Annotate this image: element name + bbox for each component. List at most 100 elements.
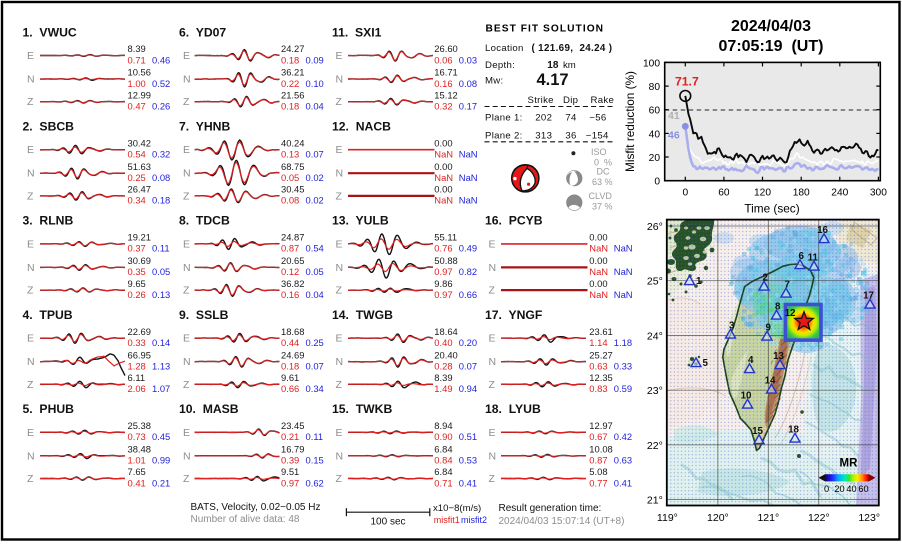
svg-text:0.66: 0.66 bbox=[281, 383, 299, 394]
svg-text:0.40: 0.40 bbox=[434, 337, 452, 348]
svg-text:0.59: 0.59 bbox=[614, 383, 632, 394]
svg-text:37 %: 37 % bbox=[592, 202, 613, 212]
svg-text:1.01: 1.01 bbox=[128, 455, 146, 466]
svg-text:E: E bbox=[336, 238, 343, 250]
svg-text:N: N bbox=[27, 356, 35, 368]
svg-text:7. YHNB: 7. YHNB bbox=[179, 120, 230, 134]
svg-text:0.06: 0.06 bbox=[434, 54, 452, 65]
svg-text:120: 120 bbox=[754, 188, 771, 199]
svg-text:0.35: 0.35 bbox=[128, 266, 146, 277]
svg-text:74: 74 bbox=[565, 113, 577, 124]
svg-text:19.21: 19.21 bbox=[128, 232, 151, 243]
svg-text:0.97: 0.97 bbox=[434, 289, 452, 300]
svg-text:0.49: 0.49 bbox=[459, 243, 477, 254]
svg-text:2. SBCB: 2. SBCB bbox=[23, 120, 75, 134]
svg-text:14: 14 bbox=[765, 376, 776, 387]
svg-text:E: E bbox=[27, 238, 34, 250]
svg-text:N: N bbox=[183, 74, 191, 86]
svg-text:DC: DC bbox=[597, 167, 610, 177]
svg-text:0.97: 0.97 bbox=[281, 477, 299, 488]
svg-text:63 %: 63 % bbox=[592, 177, 613, 187]
svg-text:Z: Z bbox=[27, 473, 34, 485]
svg-text:2024/04/03 15:07:14 (UT+8): 2024/04/03 15:07:14 (UT+8) bbox=[499, 516, 625, 527]
svg-text:NaN: NaN bbox=[589, 243, 608, 254]
svg-text:0.33: 0.33 bbox=[128, 337, 146, 348]
svg-text:Result generation time:: Result generation time: bbox=[499, 503, 602, 514]
svg-text:0.16: 0.16 bbox=[281, 289, 299, 300]
svg-text:N: N bbox=[27, 262, 35, 274]
svg-text:10.08: 10.08 bbox=[589, 444, 612, 455]
svg-text:7.65: 7.65 bbox=[128, 466, 146, 477]
svg-text:18.68: 18.68 bbox=[281, 326, 304, 337]
svg-text:60: 60 bbox=[718, 188, 730, 199]
svg-text:26°: 26° bbox=[647, 221, 663, 233]
svg-text:N: N bbox=[336, 262, 344, 274]
svg-text:E: E bbox=[27, 144, 34, 156]
svg-text:Number of alive data: 48: Number of alive data: 48 bbox=[191, 514, 300, 525]
svg-text:N: N bbox=[183, 356, 191, 368]
svg-text:Z: Z bbox=[183, 190, 190, 202]
svg-text:22.69: 22.69 bbox=[128, 326, 151, 337]
svg-text:9: 9 bbox=[766, 323, 772, 334]
svg-text:25.27: 25.27 bbox=[589, 349, 612, 360]
svg-text:7: 7 bbox=[785, 280, 791, 291]
svg-text:1.18: 1.18 bbox=[614, 337, 632, 348]
svg-text:6.84: 6.84 bbox=[434, 466, 452, 477]
svg-text:E: E bbox=[489, 427, 496, 439]
svg-text:0.18: 0.18 bbox=[281, 54, 299, 65]
svg-text:0.00: 0.00 bbox=[589, 255, 607, 266]
svg-text:0.20: 0.20 bbox=[459, 337, 477, 348]
svg-text:50.88: 50.88 bbox=[434, 255, 457, 266]
svg-text:8: 8 bbox=[775, 302, 781, 313]
svg-text:Plane 2:: Plane 2: bbox=[485, 131, 523, 142]
svg-text:122°: 122° bbox=[808, 512, 830, 524]
svg-text:18: 18 bbox=[788, 425, 799, 436]
svg-text:18.64: 18.64 bbox=[434, 326, 457, 337]
svg-text:0.09: 0.09 bbox=[306, 54, 324, 65]
svg-text:Depth:: Depth: bbox=[485, 60, 515, 71]
svg-text:120°: 120° bbox=[707, 512, 729, 524]
svg-text:0.41: 0.41 bbox=[614, 477, 632, 488]
svg-text:22°: 22° bbox=[647, 440, 663, 452]
svg-text:Z: Z bbox=[489, 285, 496, 297]
svg-text:300: 300 bbox=[870, 188, 887, 199]
svg-text:E: E bbox=[183, 238, 190, 250]
svg-text:0.53: 0.53 bbox=[459, 455, 477, 466]
svg-text:0.08: 0.08 bbox=[152, 172, 170, 183]
svg-text:9.51: 9.51 bbox=[281, 466, 299, 477]
svg-text:NaN: NaN bbox=[459, 172, 478, 183]
svg-text:0.11: 0.11 bbox=[152, 243, 170, 254]
svg-text:N: N bbox=[489, 262, 497, 274]
svg-text:N: N bbox=[27, 450, 35, 462]
svg-text:0.26: 0.26 bbox=[152, 101, 170, 112]
svg-text:0.21: 0.21 bbox=[152, 477, 170, 488]
svg-text:Z: Z bbox=[183, 96, 190, 108]
svg-text:0.34: 0.34 bbox=[306, 383, 324, 394]
svg-text:14. TWGB: 14. TWGB bbox=[332, 308, 393, 322]
svg-text:0.32: 0.32 bbox=[152, 149, 170, 160]
svg-text:25.38: 25.38 bbox=[128, 420, 151, 431]
svg-text:E: E bbox=[183, 50, 190, 62]
svg-text:0.00: 0.00 bbox=[434, 184, 452, 195]
svg-text:0: 0 bbox=[682, 188, 688, 199]
svg-text:15. TWKB: 15. TWKB bbox=[332, 402, 392, 416]
svg-text:0.00: 0.00 bbox=[434, 137, 452, 148]
svg-text:8.39: 8.39 bbox=[434, 372, 452, 383]
svg-text:23.61: 23.61 bbox=[589, 326, 612, 337]
svg-text:Dip: Dip bbox=[563, 95, 578, 106]
svg-text:10. MASB: 10. MASB bbox=[179, 402, 239, 416]
svg-text:0.05: 0.05 bbox=[306, 266, 324, 277]
svg-text:2.06: 2.06 bbox=[128, 383, 146, 394]
svg-text:4: 4 bbox=[748, 355, 754, 366]
svg-text:18. LYUB: 18. LYUB bbox=[485, 402, 541, 416]
svg-text:0.34: 0.34 bbox=[128, 195, 146, 206]
svg-text:36.82: 36.82 bbox=[281, 278, 304, 289]
svg-text:24.27: 24.27 bbox=[281, 43, 304, 54]
svg-text:0 %: 0 % bbox=[594, 158, 612, 168]
svg-text:E: E bbox=[183, 427, 190, 439]
svg-text:9.65: 9.65 bbox=[128, 278, 146, 289]
svg-text:36.21: 36.21 bbox=[281, 67, 304, 78]
svg-text:51.63: 51.63 bbox=[128, 161, 151, 172]
svg-text:BEST FIT SOLUTION: BEST FIT SOLUTION bbox=[486, 24, 605, 35]
svg-text:21.56: 21.56 bbox=[281, 89, 304, 100]
